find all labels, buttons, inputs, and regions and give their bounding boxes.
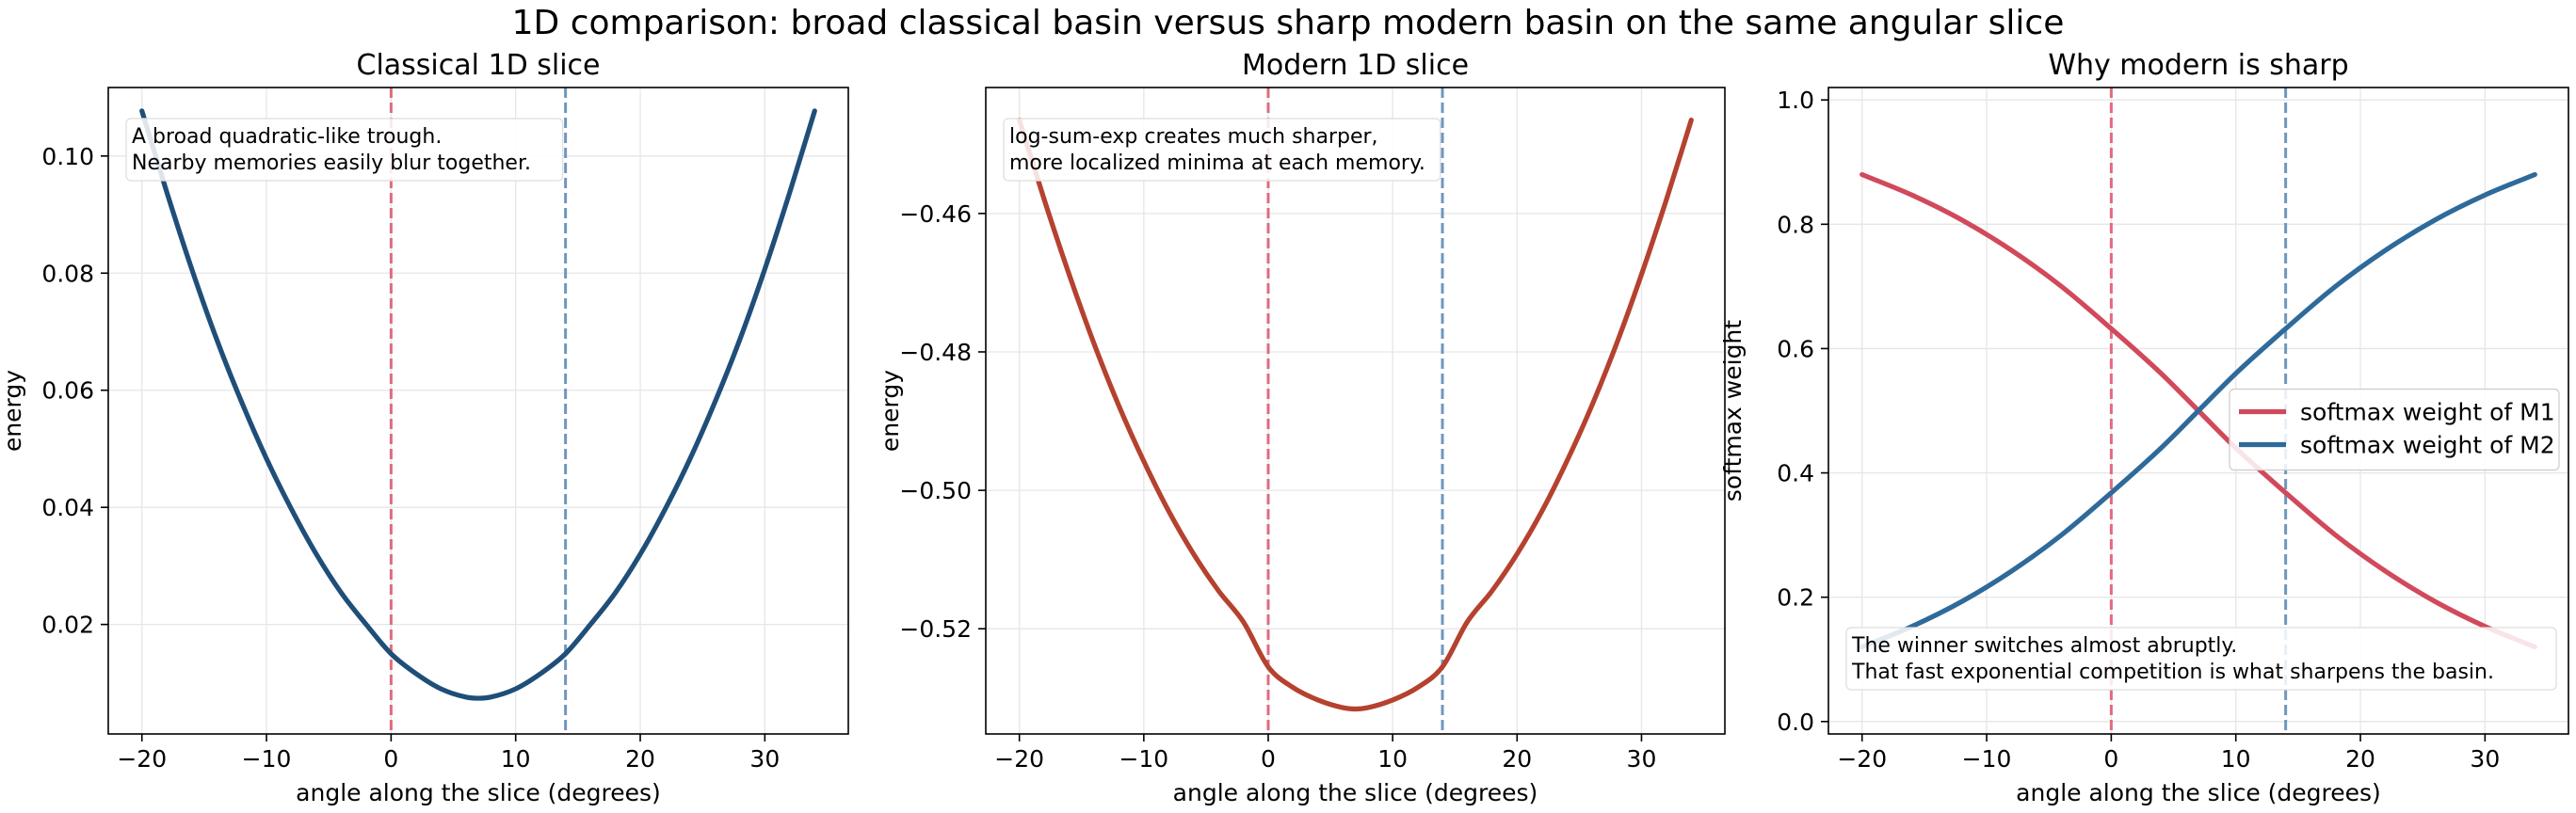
y-tick-label: −0.48 bbox=[899, 339, 972, 366]
y-tick-label: 0.8 bbox=[1777, 211, 1814, 238]
series-line-1 bbox=[1017, 117, 1694, 712]
x-tick-label: 10 bbox=[501, 745, 531, 773]
x-tick-label: −10 bbox=[1962, 745, 2012, 773]
x-tick-label: 10 bbox=[2221, 745, 2251, 773]
annotation-text-line: Nearby memories easily blur together. bbox=[132, 151, 531, 175]
chart-title: Modern 1D slice bbox=[1242, 49, 1469, 82]
series-line-1 bbox=[139, 108, 817, 701]
x-tick-label: 30 bbox=[749, 745, 780, 773]
chart-panel-1: −20 −10 0 10 20 30 0.02 0.04 0.06 0.08 0.10 Classic… bbox=[0, 49, 849, 806]
x-tick-label: 0 bbox=[383, 745, 398, 773]
x-axis-label: angle along the slice (degrees) bbox=[2016, 779, 2381, 806]
x-axis-label: angle along the slice (degrees) bbox=[1173, 779, 1538, 806]
legend-frame bbox=[2229, 388, 2560, 471]
x-tick-label: 20 bbox=[625, 745, 655, 773]
x-tick-label: 20 bbox=[1502, 745, 1532, 773]
chart-panel-2: −20 −10 0 10 20 30 −0.52 −0.50 −0.48 −0.46 Modern … bbox=[877, 49, 1726, 806]
annotation-text-line: log-sum-exp creates much sharper, bbox=[1009, 125, 1378, 149]
x-tick-label: 30 bbox=[1627, 745, 1657, 773]
y-tick-label: 0.02 bbox=[41, 612, 94, 639]
x-tick-label: 20 bbox=[2345, 745, 2375, 773]
y-tick-label: −0.50 bbox=[899, 477, 972, 504]
y-axis-label: energy bbox=[877, 370, 904, 452]
series-line-2 bbox=[1860, 171, 2537, 650]
annotation-box: log-sum-exp creates much sharper,more lo… bbox=[1003, 118, 1441, 182]
annotation-text-line: That fast exponential competition is wha… bbox=[1851, 661, 2494, 684]
x-tick-label: 0 bbox=[2103, 745, 2118, 773]
x-tick-label: −20 bbox=[994, 745, 1044, 773]
y-tick-label: 0.04 bbox=[41, 494, 94, 521]
x-tick-label: −20 bbox=[117, 745, 167, 773]
legend-label: softmax weight of M2 bbox=[2300, 432, 2555, 459]
y-axis-label: softmax weight bbox=[1719, 320, 1747, 502]
annotation-background bbox=[125, 118, 564, 182]
x-tick-label: 10 bbox=[1377, 745, 1408, 773]
axes-frame bbox=[985, 87, 1726, 735]
y-tick-label: 0.2 bbox=[1777, 584, 1814, 612]
x-tick-label: 0 bbox=[1261, 745, 1276, 773]
legend: softmax weight of M1 softmax weight of M2 bbox=[2229, 388, 2560, 471]
annotation-box: The winner switches almost abruptly. That… bbox=[1845, 627, 2557, 691]
annotation-text-line: A broad quadratic-like trough. bbox=[132, 125, 442, 149]
x-tick-label: −10 bbox=[242, 745, 292, 773]
axes-frame bbox=[107, 87, 849, 735]
x-axis-label: angle along the slice (degrees) bbox=[296, 779, 661, 806]
chart-panel-3: −20 −10 0 10 20 30 0.0 0.2 0.4 0.6 0.8 1.0 Why moder… bbox=[1719, 49, 2569, 806]
y-tick-label: 1.0 bbox=[1777, 87, 1814, 114]
y-tick-label: 0.06 bbox=[41, 377, 94, 405]
y-tick-label: −0.46 bbox=[899, 200, 972, 228]
y-tick-label: 0.6 bbox=[1777, 335, 1814, 362]
y-tick-label: 0.08 bbox=[41, 260, 94, 287]
y-tick-label: 0.10 bbox=[41, 143, 94, 170]
annotation-background bbox=[1003, 118, 1441, 182]
chart-title: Why modern is sharp bbox=[2048, 49, 2348, 82]
annotation-text-line: more localized minima at each memory. bbox=[1009, 151, 1425, 175]
y-tick-label: −0.52 bbox=[899, 615, 972, 643]
axes-frame bbox=[1827, 87, 2569, 735]
figure-suptitle: 1D comparison: broad classical basin ver… bbox=[512, 4, 2065, 42]
y-axis-label: energy bbox=[0, 370, 26, 452]
legend-label: softmax weight of M1 bbox=[2300, 399, 2555, 426]
annotation-background bbox=[1845, 627, 2557, 691]
annotation-text-line: The winner switches almost abruptly. bbox=[1851, 634, 2237, 658]
x-tick-label: 30 bbox=[2470, 745, 2500, 773]
chart-title: Classical 1D slice bbox=[357, 49, 601, 82]
x-tick-label: −10 bbox=[1119, 745, 1168, 773]
y-tick-label: 0.4 bbox=[1777, 460, 1814, 487]
annotation-box: A broad quadratic-like trough.Nearby mem… bbox=[125, 118, 564, 182]
y-tick-label: 0.0 bbox=[1777, 709, 1814, 736]
x-tick-label: −20 bbox=[1837, 745, 1887, 773]
chart-panels: −20 −10 0 10 20 30 0.02 0.04 0.06 0.08 0.10 Classic… bbox=[0, 49, 2569, 806]
